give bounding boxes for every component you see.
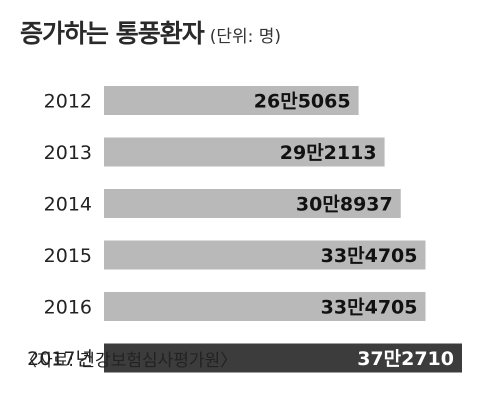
- bar-2016: [104, 292, 426, 321]
- y-tick-label: 2015: [44, 245, 92, 267]
- chart-title: 증가하는 통풍환자: [20, 19, 205, 48]
- data-label: 29만2113: [280, 142, 377, 164]
- bar-2013: [104, 137, 385, 167]
- data-label: 37만2710: [357, 348, 454, 370]
- y-tick-label: 2013: [44, 142, 92, 164]
- bar-2012: [104, 86, 359, 115]
- bar-2015: [104, 240, 426, 270]
- y-tick-label: 2014: [44, 194, 92, 216]
- data-label: 33만4705: [321, 297, 418, 319]
- y-tick-label: 2016: [44, 297, 92, 319]
- title-row: 증가하는 통풍환자 (단위: 명): [20, 14, 281, 50]
- y-tick-label: 2012: [44, 91, 92, 113]
- y-tick-label: 2017년: [27, 348, 93, 370]
- bar-2017년: [104, 343, 462, 373]
- unit-note: (단위: 명): [209, 27, 282, 47]
- bar-2014: [104, 189, 401, 218]
- data-label: 30만8937: [296, 194, 393, 216]
- data-label: 26만5065: [254, 91, 351, 113]
- data-label: 33만4705: [321, 245, 418, 267]
- source-note: 〈자료: 건강보험심사평가원〉: [20, 351, 238, 371]
